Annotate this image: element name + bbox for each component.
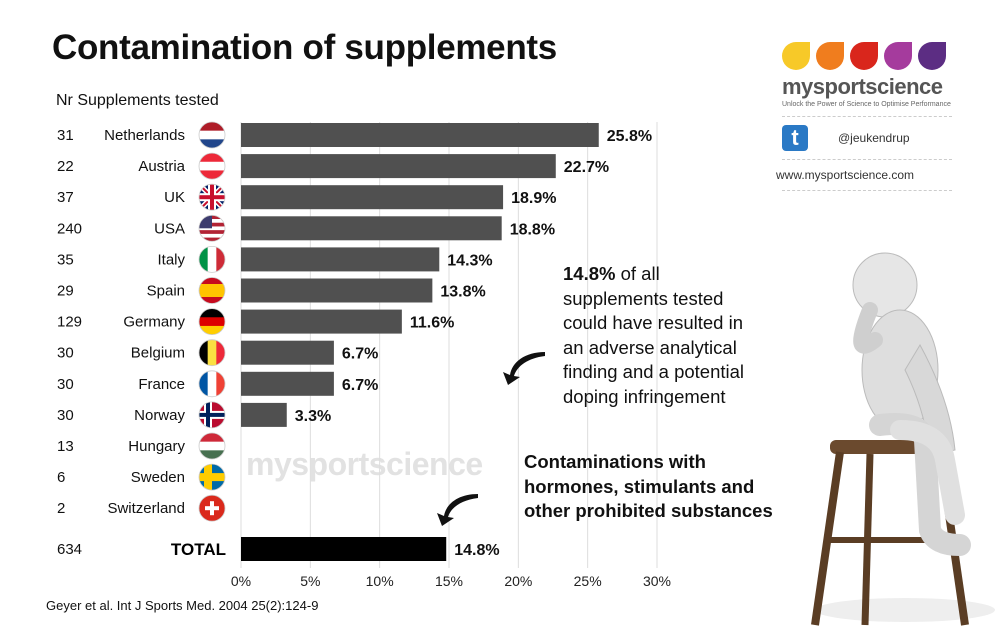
x-tick-label: 15%	[435, 573, 463, 589]
x-tick-label: 25%	[574, 573, 602, 589]
country-label: Austria	[138, 158, 185, 175]
page-title: Contamination of supplements	[52, 28, 557, 67]
country-label: UK	[164, 189, 185, 206]
supplements-tested-count: 35	[57, 251, 74, 268]
country-label: France	[138, 376, 185, 393]
data-label: 6.7%	[342, 377, 378, 394]
logo-drop	[850, 42, 878, 70]
data-label: 18.8%	[510, 221, 555, 238]
logo-drop	[782, 42, 810, 70]
data-label: 11.6%	[410, 315, 454, 332]
supplements-tested-count: 240	[57, 220, 82, 237]
main-note: 14.8% of all supplements tested could ha…	[563, 262, 763, 409]
flag-icon	[198, 245, 226, 273]
data-label: 14.3%	[447, 252, 492, 269]
brand-logo-panel: mysportscience Unlock the Power of Scien…	[776, 42, 952, 199]
thinking-figure-illustration	[811, 252, 995, 626]
flag-icon	[198, 432, 226, 460]
data-label-total: 14.8%	[454, 542, 499, 559]
bar-uk	[241, 185, 504, 210]
country-label: Norway	[134, 407, 185, 424]
bar-total	[241, 537, 447, 561]
citation: Geyer et al. Int J Sports Med. 2004 25(2…	[46, 598, 319, 613]
bar-austria	[241, 154, 556, 179]
flag-icon	[198, 214, 226, 242]
curved-arrow-icon	[503, 352, 545, 385]
data-label: 3.3%	[295, 408, 331, 425]
supplements-tested-count: 37	[57, 189, 74, 206]
supplements-tested-count: 2	[57, 500, 65, 517]
logo-drop	[816, 42, 844, 70]
brand-name: mysportscience	[782, 74, 943, 99]
divider	[782, 190, 952, 191]
divider	[782, 159, 952, 160]
note-text: of all supplements tested could have res…	[563, 263, 745, 407]
supplements-tested-count: 30	[57, 345, 74, 362]
flag-icon	[198, 308, 226, 336]
x-tick-label: 5%	[300, 573, 320, 589]
bar-italy	[241, 247, 440, 272]
x-tick-label: 0%	[231, 573, 251, 589]
data-label: 22.7%	[564, 159, 609, 176]
bar-france	[241, 371, 334, 396]
supplements-tested-count: 13	[57, 438, 74, 455]
country-label: Spain	[147, 283, 185, 300]
flag-icon	[198, 121, 226, 149]
total-label: TOTAL	[171, 540, 226, 559]
flag-icon	[198, 277, 226, 304]
supplements-tested-count: 30	[57, 407, 74, 424]
x-tick-label: 20%	[504, 573, 532, 589]
country-label: Switzerland	[107, 500, 185, 517]
x-tick-label: 10%	[366, 573, 394, 589]
data-label: 13.8%	[440, 284, 485, 301]
supplements-tested-count: 129	[57, 314, 82, 331]
supplements-tested-count: 31	[57, 127, 74, 144]
subtitle: Nr Supplements tested	[56, 92, 219, 109]
bar-germany	[241, 309, 402, 334]
x-tick-label: 30%	[643, 573, 671, 589]
country-label: USA	[154, 220, 185, 237]
data-label: 6.7%	[342, 346, 378, 363]
flag-icon	[198, 339, 226, 367]
flag-icon	[198, 183, 226, 211]
logo-drops	[782, 42, 952, 70]
supplements-tested-count: 29	[57, 283, 74, 300]
country-label: Netherlands	[104, 127, 185, 144]
country-label: Sweden	[131, 469, 185, 486]
flag-icon	[198, 401, 226, 429]
flag-icon	[198, 463, 226, 491]
logo-drop	[884, 42, 912, 70]
twitter-icon[interactable]: t	[782, 125, 808, 151]
country-label: Italy	[157, 251, 185, 268]
secondary-note: Contaminations with hormones, stimulants…	[524, 451, 773, 521]
bar-usa	[241, 216, 502, 241]
bar-belgium	[241, 340, 334, 365]
country-label: Germany	[123, 314, 185, 331]
supplements-tested-count: 22	[57, 158, 74, 175]
curved-arrow-icon	[437, 494, 478, 526]
supplements-tested-count: 6	[57, 469, 65, 486]
website-link[interactable]: www.mysportscience.com	[776, 168, 915, 182]
flag-icon	[198, 494, 226, 522]
supplements-tested-total: 634	[57, 541, 82, 558]
note-highlight: 14.8%	[563, 263, 616, 284]
brand-tagline: Unlock the Power of Science to Optimise …	[782, 101, 951, 108]
flag-icon	[198, 370, 226, 398]
flag-icon	[198, 152, 226, 180]
watermark: mysportscience	[246, 446, 483, 482]
bar-norway	[241, 402, 287, 427]
country-label: Hungary	[128, 438, 185, 455]
data-label: 25.8%	[607, 128, 652, 145]
twitter-handle[interactable]: @jeukendrup	[838, 131, 910, 145]
bar-spain	[241, 278, 433, 303]
data-label: 18.9%	[511, 190, 556, 207]
divider	[782, 116, 952, 117]
country-label: Belgium	[131, 345, 185, 362]
supplements-tested-count: 30	[57, 376, 74, 393]
logo-drop	[918, 42, 946, 70]
bar-netherlands	[241, 123, 599, 147]
